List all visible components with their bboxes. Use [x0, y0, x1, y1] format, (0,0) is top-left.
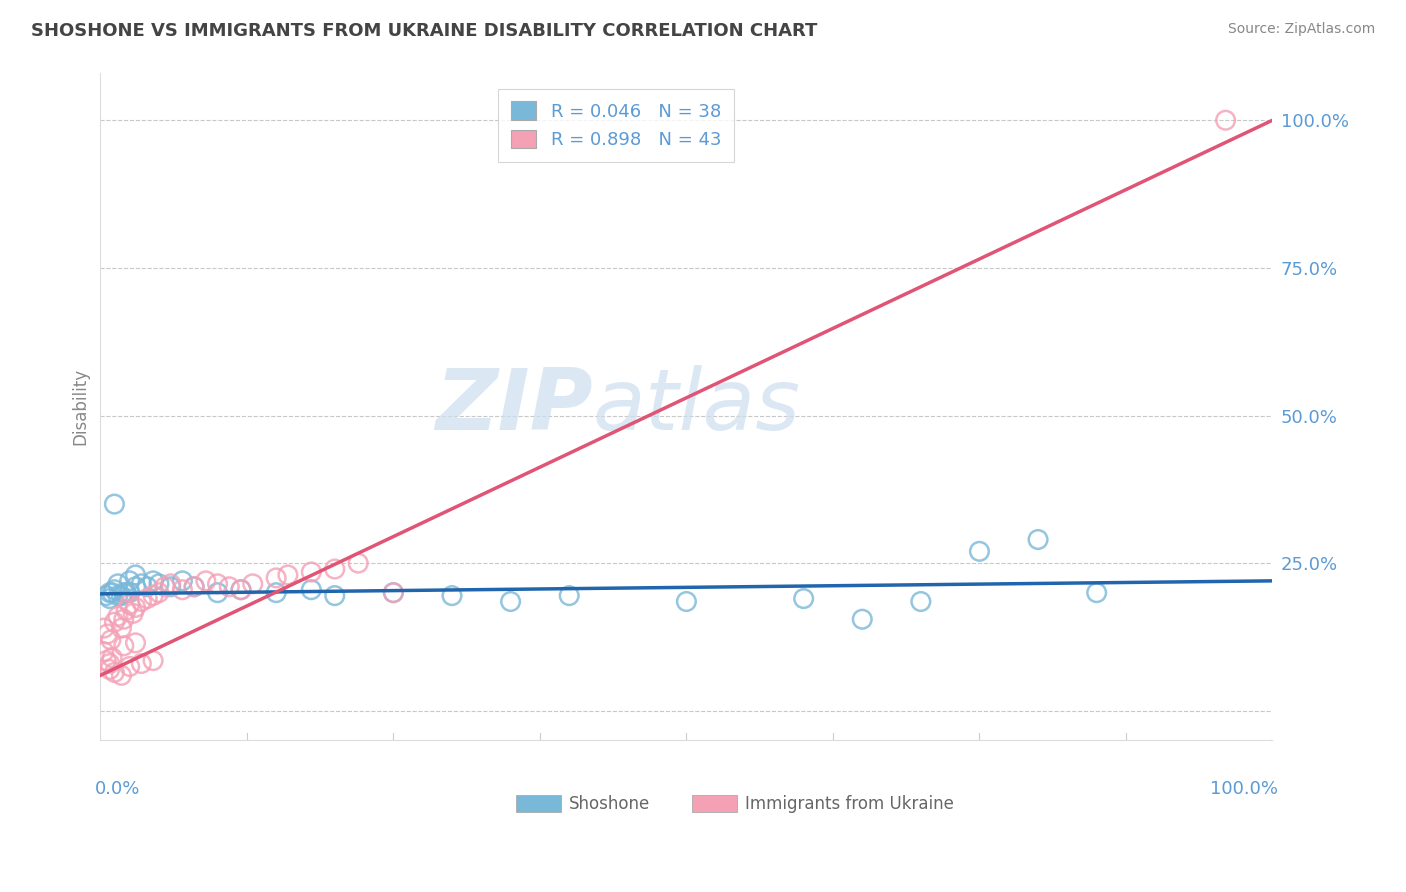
Point: [793, 591, 815, 606]
Legend: R = 0.046   N = 38, R = 0.898   N = 43: R = 0.046 N = 38, R = 0.898 N = 43: [498, 88, 734, 161]
Point: [159, 580, 181, 594]
Point: [382, 585, 405, 599]
Point: [242, 576, 264, 591]
Point: [118, 598, 141, 612]
Point: [115, 585, 138, 599]
Point: [122, 607, 145, 621]
Text: Source: ZipAtlas.com: Source: ZipAtlas.com: [1227, 22, 1375, 37]
Point: [110, 621, 132, 635]
Point: [124, 568, 146, 582]
Point: [112, 612, 135, 626]
Point: [103, 615, 125, 630]
Point: [115, 603, 138, 617]
Point: [93, 645, 115, 659]
Point: [112, 639, 135, 653]
Point: [131, 594, 153, 608]
Point: [229, 582, 252, 597]
Point: [98, 591, 121, 606]
Point: [183, 580, 205, 594]
Point: [1026, 533, 1049, 547]
Point: [110, 589, 132, 603]
Point: [382, 585, 405, 599]
Point: [851, 612, 873, 626]
Y-axis label: Disability: Disability: [72, 368, 89, 445]
Point: [172, 582, 194, 597]
Point: [1085, 585, 1108, 599]
Point: [112, 585, 135, 599]
Point: [207, 585, 229, 599]
Point: [264, 585, 287, 599]
FancyBboxPatch shape: [516, 795, 561, 813]
Point: [124, 580, 146, 594]
Point: [136, 591, 159, 606]
Point: [299, 565, 322, 579]
Point: [264, 571, 287, 585]
Text: Immigrants from Ukraine: Immigrants from Ukraine: [745, 795, 953, 813]
Point: [98, 657, 121, 671]
Point: [103, 582, 125, 597]
FancyBboxPatch shape: [692, 795, 737, 813]
Point: [96, 589, 118, 603]
Point: [98, 585, 121, 599]
Text: SHOSHONE VS IMMIGRANTS FROM UKRAINE DISABILITY CORRELATION CHART: SHOSHONE VS IMMIGRANTS FROM UKRAINE DISA…: [31, 22, 817, 40]
Point: [136, 580, 159, 594]
Point: [96, 627, 118, 641]
Point: [118, 659, 141, 673]
Point: [159, 576, 181, 591]
Text: ZIP: ZIP: [434, 365, 593, 448]
Point: [107, 609, 129, 624]
Point: [207, 576, 229, 591]
Point: [172, 574, 194, 588]
Point: [131, 576, 153, 591]
Point: [107, 589, 129, 603]
Point: [110, 668, 132, 682]
Point: [1215, 113, 1237, 128]
Point: [218, 580, 240, 594]
Point: [103, 665, 125, 680]
Text: 100.0%: 100.0%: [1211, 780, 1278, 798]
Point: [347, 556, 370, 570]
Point: [142, 589, 165, 603]
Point: [675, 594, 697, 608]
Point: [103, 497, 125, 511]
Point: [323, 589, 346, 603]
Point: [142, 654, 165, 668]
Text: 0.0%: 0.0%: [94, 780, 139, 798]
Point: [299, 582, 322, 597]
Point: [93, 621, 115, 635]
Point: [100, 632, 122, 647]
Point: [118, 585, 141, 599]
Point: [229, 582, 252, 597]
Point: [124, 636, 146, 650]
Point: [107, 576, 129, 591]
Point: [558, 589, 581, 603]
Point: [118, 574, 141, 588]
Point: [440, 589, 463, 603]
Point: [98, 662, 121, 676]
Point: [323, 562, 346, 576]
Point: [96, 654, 118, 668]
Point: [148, 585, 170, 599]
Point: [277, 568, 299, 582]
Point: [183, 580, 205, 594]
Point: [101, 585, 124, 599]
Point: [910, 594, 932, 608]
Point: [148, 576, 170, 591]
Point: [142, 574, 165, 588]
Point: [499, 594, 522, 608]
Text: atlas: atlas: [593, 365, 800, 448]
Point: [969, 544, 991, 558]
Point: [101, 650, 124, 665]
Point: [124, 600, 146, 615]
Point: [153, 580, 176, 594]
Point: [131, 657, 153, 671]
Text: Shoshone: Shoshone: [569, 795, 651, 813]
Point: [194, 574, 217, 588]
